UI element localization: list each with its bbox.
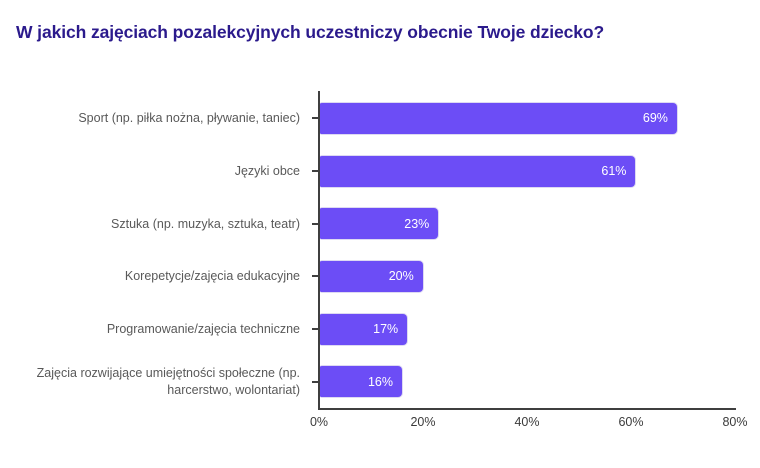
y-axis-tick <box>312 222 318 225</box>
bar-row: Programowanie/zajęcia techniczne 17% <box>0 303 735 356</box>
x-axis-tick-label: 60% <box>618 415 644 429</box>
bar: 69% <box>320 101 678 135</box>
category-label: Zajęcia rozwijające umiejętności społecz… <box>36 366 300 397</box>
bar: 61% <box>320 154 637 188</box>
x-axis-labels: 0% 20% 40% 60% 80% <box>310 415 748 433</box>
bar-track: 20% <box>320 250 735 303</box>
bar-track: 17% <box>320 303 735 356</box>
bar-track: 69% <box>320 92 735 145</box>
y-axis-tick <box>312 275 318 278</box>
x-axis-tick-label: 80% <box>722 415 748 429</box>
bar-value-label: 23% <box>404 216 430 231</box>
bar-value-label: 61% <box>601 164 627 178</box>
bar-value-label: 69% <box>642 111 668 126</box>
bar: 23% <box>320 207 440 241</box>
bar-row: Języki obce 61% <box>0 145 735 198</box>
y-axis-tick <box>312 170 318 172</box>
bar: 20% <box>320 259 424 293</box>
bar-track: 16% <box>320 355 735 408</box>
y-axis-tick <box>312 328 318 331</box>
y-axis-line <box>318 91 320 410</box>
bar-value-label: 20% <box>388 269 414 284</box>
bar-chart-rows: Sport (np. piłka nożna, pływanie, taniec… <box>0 92 735 408</box>
bar-track: 61% <box>320 145 735 198</box>
category-label: Sztuka (np. muzyka, sztuka, teatr) <box>111 216 300 231</box>
y-axis-tick <box>312 380 318 383</box>
x-axis-tick-label: 0% <box>309 415 329 429</box>
bar-value-label: 16% <box>367 374 393 389</box>
bar-row: Zajęcia rozwijające umiejętności społecz… <box>0 355 735 408</box>
bar-row: Korepetycje/zajęcia edukacyjne 20% <box>0 250 735 303</box>
bar-row: Sztuka (np. muzyka, sztuka, teatr) 23% <box>0 197 735 250</box>
bar: 17% <box>320 312 409 346</box>
x-axis-line <box>318 408 736 410</box>
bar-value-label: 17% <box>373 322 399 337</box>
category-label: Programowanie/zajęcia techniczne <box>106 321 300 336</box>
y-axis-tick <box>312 117 318 120</box>
chart-title: W jakich zajęciach pozalekcyjnych uczest… <box>16 22 605 42</box>
category-label: Sport (np. piłka nożna, pływanie, taniec… <box>78 111 300 126</box>
x-axis-tick-label: 40% <box>514 415 540 429</box>
bar-row: Sport (np. piłka nożna, pływanie, taniec… <box>0 92 735 145</box>
bar-track: 23% <box>320 197 735 250</box>
category-label: Korepetycje/zajęcia edukacyjne <box>124 269 300 284</box>
bar: 16% <box>320 365 403 399</box>
category-label: Języki obce <box>234 163 300 178</box>
x-axis-tick-label: 20% <box>410 415 436 429</box>
